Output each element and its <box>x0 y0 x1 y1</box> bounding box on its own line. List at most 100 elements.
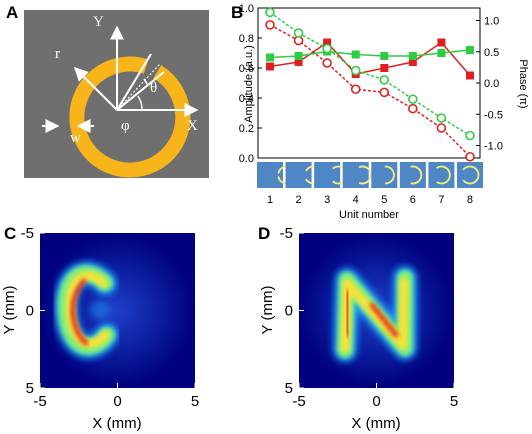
tick-label-x: 4 <box>353 194 359 206</box>
label-theta: θ <box>150 80 157 96</box>
tick-label-x: 3 <box>324 194 330 206</box>
data-point-square <box>380 64 389 72</box>
data-point-circle <box>408 103 418 114</box>
x-tick-label: 5 <box>450 393 458 410</box>
data-point-circle <box>322 43 332 54</box>
data-point-circle <box>379 87 390 98</box>
theta-ray <box>116 53 152 111</box>
tick-label-left: 0.4 <box>239 93 254 105</box>
data-point-square <box>408 58 417 66</box>
tick-label-right: -1.0 <box>484 141 503 153</box>
data-point-square <box>465 46 474 54</box>
heatmap-d-pattern <box>333 266 417 362</box>
data-point-square <box>323 38 332 47</box>
heatmap-c-ticks: -5 0 5-505 <box>21 225 200 410</box>
y-axis-title-right: Phase (π) <box>517 59 529 108</box>
tick-label-left: 0.6 <box>239 63 254 75</box>
unit-cell-ring <box>436 165 451 185</box>
y-axis-title-left: Amplitude (a.u.) <box>243 45 255 123</box>
y-tick-label: -5 <box>21 225 34 242</box>
tick-label-left: 1.0 <box>239 3 254 15</box>
data-point-square <box>380 52 389 60</box>
label-w: w <box>70 130 81 146</box>
chart-b-series <box>265 7 475 162</box>
unit-cell-ring <box>462 165 480 185</box>
unit-cell-ring <box>384 165 395 185</box>
data-point-circle <box>465 130 475 141</box>
unit-cell <box>257 162 283 188</box>
panel-a: A Y X r w θ φ <box>6 3 209 178</box>
x-tick-label: -5 <box>292 393 305 410</box>
data-point-square <box>294 52 303 60</box>
panel-letter-a: A <box>6 3 18 22</box>
label-x: X <box>187 118 198 134</box>
unit-cell-ring <box>410 165 423 185</box>
theta-arc <box>143 78 149 87</box>
data-point-circle <box>265 7 275 18</box>
tick-label-x: 8 <box>467 194 473 206</box>
chart-b-frame <box>257 7 481 159</box>
radius-arrow <box>74 67 118 111</box>
panel-d: D -5 0 5-505 Y (mm) X (mm) <box>258 224 458 432</box>
tick-label-x: 5 <box>381 194 387 206</box>
ring <box>69 56 191 178</box>
unit-cell <box>285 162 312 188</box>
phi-ray <box>116 71 165 111</box>
data-point-square <box>437 38 446 47</box>
panel-letter-d: D <box>258 224 270 243</box>
data-point-circle <box>322 58 332 68</box>
data-point-square <box>266 62 274 71</box>
tick-label-x: 6 <box>410 194 416 206</box>
data-point-circle <box>379 75 390 85</box>
data-point-circle <box>293 28 304 38</box>
heatmap-c-ylabel: Y (mm) <box>1 286 18 335</box>
tick-label-right: 0.0 <box>484 78 499 90</box>
data-point-circle <box>465 151 475 162</box>
x-tick-label: 0 <box>372 393 380 410</box>
heatmap-d-ticks: -5 0 5-505 <box>280 225 459 410</box>
y-tick-label: 5 <box>285 380 293 397</box>
data-point-square <box>465 71 474 80</box>
x-axis-title: Unit number <box>339 209 399 221</box>
data-point-square <box>294 58 303 66</box>
tick-label-left: 0.2 <box>239 123 254 135</box>
x-tick-label: 5 <box>191 393 199 410</box>
left-axis-ticks: 0.0 0.2 0.4 0.6 0.8 1.0 <box>239 3 262 165</box>
mid-dotted-ray <box>116 63 161 111</box>
tick-label-right: -0.5 <box>484 109 503 121</box>
tick-label-x: 2 <box>296 194 302 206</box>
phi-arc <box>137 95 143 111</box>
data-point-circle <box>265 20 275 30</box>
right-axis-ticks: 1.0 0.5 0.0 -0.5 -1.0 <box>476 16 503 153</box>
panel-c: C -5 0 5-505 Y (mm) X (mm) <box>1 224 199 432</box>
unit-cell-strip <box>257 162 483 188</box>
series-line-4 <box>269 11 471 137</box>
data-point-circle <box>436 113 447 123</box>
data-point-square <box>266 53 274 62</box>
tick-label-x: 1 <box>267 194 273 206</box>
series-line-3 <box>269 24 471 158</box>
label-y: Y <box>93 14 104 30</box>
data-point-square <box>408 52 417 60</box>
y-tick-label: 0 <box>285 303 293 320</box>
data-point-circle <box>350 84 361 95</box>
tick-label-right: 1.0 <box>484 16 499 28</box>
tick-label-left: 0.8 <box>239 33 254 45</box>
data-point-circle <box>436 123 447 133</box>
data-point-square <box>351 50 360 59</box>
label-r: r <box>55 46 60 62</box>
heatmap-c-pattern <box>53 261 119 359</box>
label-phi: φ <box>121 118 130 134</box>
data-point-circle <box>408 94 418 105</box>
x-tick-label: 0 <box>113 393 121 410</box>
data-point-circle <box>350 65 361 76</box>
y-tick-label: 0 <box>26 303 34 320</box>
heatmap-c-xlabel: X (mm) <box>92 415 141 432</box>
heatmap-d-ylabel: Y (mm) <box>259 286 276 335</box>
y-tick-label: -5 <box>280 225 293 242</box>
tick-label-x: 7 <box>438 194 444 206</box>
unit-cell-ring <box>358 165 372 185</box>
panel-letter-c: C <box>4 224 16 243</box>
panel-letter-b: B <box>231 3 243 22</box>
